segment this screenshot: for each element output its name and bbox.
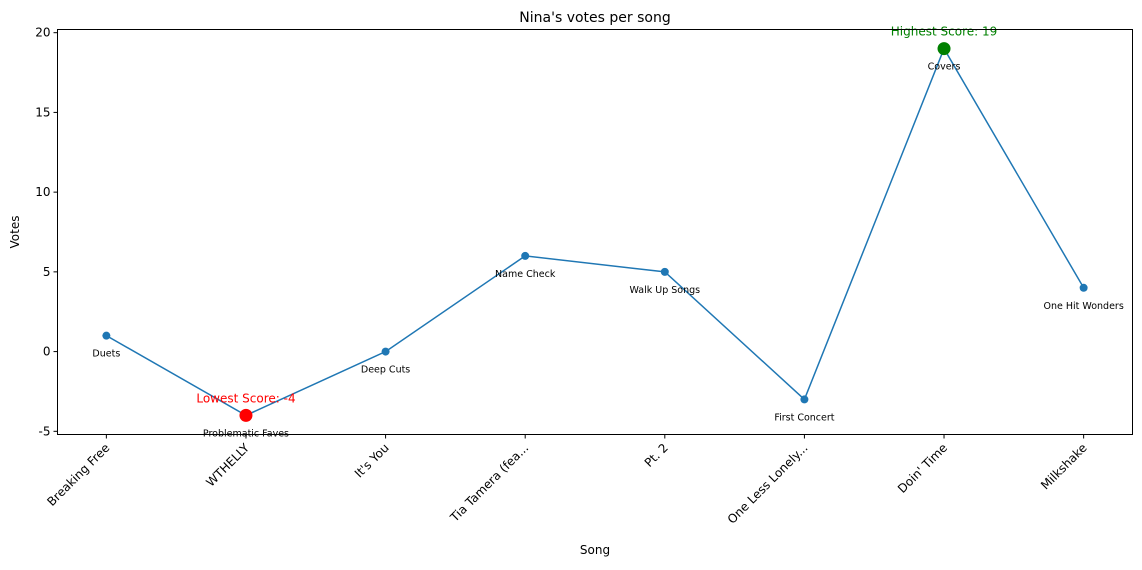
- highlight-point: [937, 42, 951, 56]
- data-point: [381, 347, 390, 356]
- point-label: Problematic Faves: [203, 428, 289, 439]
- x-tick-label: Milkshake: [1038, 441, 1090, 493]
- plot-frame: [57, 29, 1133, 435]
- y-tick-label: 5: [43, 265, 51, 279]
- x-axis-label: Song: [580, 543, 610, 557]
- point-label: Deep Cuts: [361, 365, 410, 376]
- y-axis-label: Votes: [8, 216, 22, 249]
- data-point: [521, 251, 530, 260]
- y-tick-label: 15: [35, 105, 50, 119]
- highlight-point: [239, 408, 253, 422]
- data-point: [102, 331, 111, 340]
- point-label: Covers: [928, 62, 961, 73]
- y-tick-label: 0: [43, 345, 51, 359]
- point-label: One Hit Wonders: [1043, 301, 1123, 312]
- x-tick-label: It's You: [352, 441, 392, 481]
- x-tick-label: One Less Lonely...: [725, 441, 811, 527]
- data-point: [800, 395, 809, 404]
- x-tick-label: Tia Tamera (fea...: [447, 441, 531, 525]
- point-label: Name Check: [495, 269, 556, 280]
- point-label: Walk Up Songs: [629, 285, 700, 296]
- annotation-label: Lowest Score: -4: [196, 391, 295, 405]
- point-label: First Concert: [774, 412, 834, 423]
- x-tick-label: WTHELLY: [203, 440, 252, 489]
- point-label: Duets: [92, 349, 120, 360]
- chart-title: Nina's votes per song: [519, 10, 670, 26]
- x-tick-label: Pt. 2: [642, 441, 671, 470]
- y-tick-label: 10: [35, 185, 50, 199]
- y-tick-label: -5: [39, 424, 51, 438]
- series-line: [105, 46, 1085, 417]
- x-tick-label: Breaking Free: [44, 441, 112, 509]
- y-tick-label: 20: [35, 26, 50, 40]
- x-tick-label: Doin' Time: [895, 441, 950, 496]
- annotation-label: Highest Score: 19: [891, 25, 997, 39]
- data-point: [1079, 283, 1088, 292]
- data-point: [660, 267, 669, 276]
